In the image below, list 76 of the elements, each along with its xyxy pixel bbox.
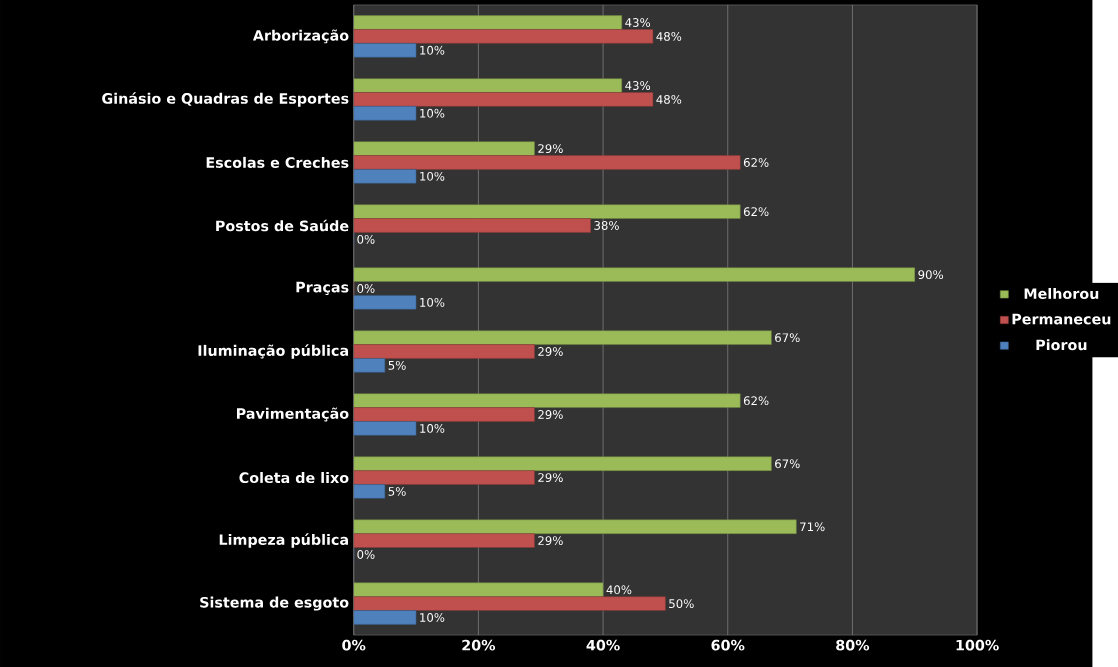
bar (353, 582, 604, 597)
data-label: 50% (669, 599, 694, 608)
bar (353, 519, 797, 534)
y-tick-label: Praças (296, 281, 349, 295)
data-label: 29% (538, 143, 563, 153)
bar (353, 610, 417, 625)
bar (353, 330, 772, 345)
bar (353, 596, 666, 611)
bar (353, 267, 916, 282)
bar (353, 15, 623, 30)
y-tick-label: Pavimentação (236, 407, 349, 422)
bar (353, 92, 654, 107)
bar (353, 393, 741, 408)
bar (353, 29, 654, 44)
bar (353, 204, 741, 219)
x-tick-label: 20% (462, 639, 496, 651)
y-tick-label: Iluminação pública (198, 344, 349, 359)
bar (353, 78, 623, 93)
bar (353, 344, 535, 359)
y-tick-label: Sistema de esgoto (200, 596, 349, 611)
x-tick-label: 40% (586, 639, 620, 651)
data-label: 71% (800, 522, 825, 531)
data-label: 10% (420, 612, 445, 622)
bar (353, 484, 386, 499)
bar (353, 295, 417, 310)
bar (353, 155, 741, 170)
bar (353, 168, 417, 184)
data-label: 43% (625, 80, 651, 90)
y-tick-label: Coleta de lixo (239, 471, 349, 483)
data-label: 0% (357, 283, 375, 293)
x-tick-label: 60% (711, 639, 745, 651)
data-label: 10% (420, 423, 445, 433)
data-label: 0% (357, 234, 375, 244)
data-label: 10% (420, 297, 445, 307)
data-label: 29% (538, 346, 563, 356)
data-label: 29% (538, 409, 563, 419)
x-tick-label: 80% (836, 639, 870, 651)
data-label: 62% (743, 157, 769, 167)
data-label: 10% (420, 45, 445, 55)
bar (353, 470, 535, 485)
data-label: 48% (656, 94, 682, 104)
data-label: 10% (420, 108, 445, 118)
data-label: 90% (918, 270, 944, 279)
data-label: 48% (656, 31, 682, 41)
y-tick-label: Limpeza pública (219, 533, 348, 548)
data-label: 62% (743, 207, 769, 216)
bar (353, 358, 386, 373)
data-label: 67% (775, 333, 800, 342)
data-label: 5% (388, 360, 406, 370)
legend-label: Piorou (1036, 339, 1087, 351)
bar (353, 105, 417, 121)
y-tick-label: Postos de Saúde (216, 219, 349, 232)
bar (353, 407, 535, 422)
data-label: 62% (743, 396, 769, 405)
legend-label: Permaneceu (1012, 313, 1111, 325)
bar (353, 42, 417, 58)
data-label: 0% (357, 549, 375, 559)
y-tick-label: Arborização (252, 29, 349, 44)
x-tick-label: 100% (956, 639, 999, 651)
data-label: 29% (538, 535, 563, 545)
legend-label: Melhorou (1024, 287, 1099, 299)
data-label: 67% (775, 459, 800, 468)
y-tick-label: Escolas e Creches (206, 156, 349, 168)
y-tick-label: Ginásio e Quadras de Esportes (102, 92, 349, 107)
bar (353, 533, 535, 548)
data-label: 10% (420, 171, 445, 181)
bar (353, 218, 591, 233)
data-label: 29% (538, 472, 563, 482)
bar (353, 456, 772, 471)
data-label: 40% (606, 585, 632, 595)
data-label: 5% (388, 486, 406, 496)
bar (353, 421, 417, 436)
data-label: 38% (594, 220, 619, 230)
bar (353, 141, 535, 156)
x-tick-label: 0% (342, 639, 366, 651)
data-label: 43% (625, 17, 651, 27)
